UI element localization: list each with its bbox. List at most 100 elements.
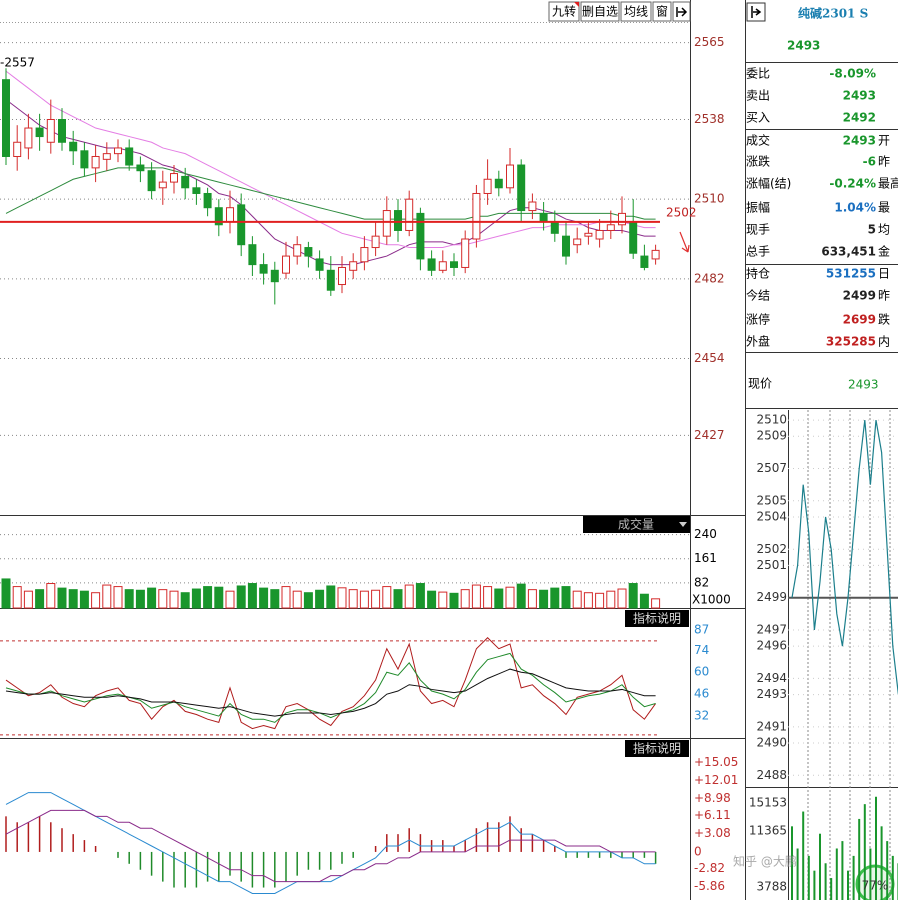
indicator-title[interactable]: 指标说明 bbox=[633, 611, 681, 626]
row-side-label: 开 bbox=[878, 134, 890, 148]
candle-body bbox=[405, 198, 414, 231]
row-value: -0.24% bbox=[829, 177, 876, 191]
candle-body bbox=[102, 153, 111, 160]
volume-bar bbox=[617, 588, 627, 609]
candle-body bbox=[170, 173, 178, 183]
volume-bar bbox=[225, 590, 235, 609]
volume-bar bbox=[651, 598, 661, 609]
y-tick-label: +12.01 bbox=[694, 773, 738, 787]
candle-body bbox=[69, 141, 78, 152]
mini-tick-label: 2507 bbox=[756, 461, 787, 475]
row-value: 1.04% bbox=[834, 201, 876, 215]
candle-body bbox=[2, 79, 10, 157]
candle-body bbox=[595, 229, 604, 240]
candle-body bbox=[114, 147, 122, 155]
toolbar-corner bbox=[574, 2, 579, 7]
y-tick-label: 161 bbox=[694, 551, 717, 565]
toolbar-button[interactable] bbox=[620, 1, 652, 22]
row-label: 卖出 bbox=[746, 89, 770, 103]
series-line bbox=[5, 652, 656, 723]
macd-header[interactable] bbox=[625, 740, 689, 757]
toolbar-arrow bbox=[676, 7, 688, 17]
row-value: 2493 bbox=[843, 89, 876, 103]
row-value: 531255 bbox=[826, 267, 876, 281]
row-label: 成交 bbox=[746, 133, 770, 148]
indicator-header[interactable] bbox=[625, 610, 689, 627]
volume-bar bbox=[79, 590, 89, 609]
volume-bar bbox=[404, 584, 414, 609]
row-label: 总手 bbox=[746, 245, 770, 259]
row-side-label: 金 bbox=[878, 244, 890, 259]
watermark: 知乎 @大鹏 bbox=[733, 855, 797, 869]
candle-body bbox=[416, 212, 425, 260]
zoom-label[interactable]: 77% bbox=[862, 879, 889, 893]
y-tick-label: 0 bbox=[694, 844, 702, 858]
mini-tick-label: 2496 bbox=[756, 639, 787, 653]
mini-tick-bg bbox=[755, 768, 787, 783]
macd-title[interactable]: 指标说明 bbox=[633, 741, 681, 756]
volume-bar bbox=[214, 586, 224, 609]
mini-tick-bg bbox=[755, 590, 787, 605]
row-label: 持仓 bbox=[746, 266, 770, 281]
mini-volume-bar bbox=[796, 848, 799, 900]
row-side-label: 日 bbox=[878, 267, 890, 281]
volume-bar bbox=[438, 591, 448, 609]
volume-bar bbox=[595, 592, 605, 609]
mini-tick-bg bbox=[755, 509, 787, 524]
candle-body bbox=[214, 207, 223, 226]
mini-tick-label: 2505 bbox=[756, 493, 787, 507]
row-value: 2493 bbox=[843, 134, 876, 148]
mini-tick-bg bbox=[755, 622, 787, 637]
row-label: 现手 bbox=[746, 223, 770, 237]
candle-body bbox=[517, 164, 526, 212]
volume-bar bbox=[68, 589, 78, 609]
row-value: -6 bbox=[863, 155, 876, 169]
row-label: 今结 bbox=[746, 288, 770, 303]
y-tick-label: 32 bbox=[694, 709, 709, 723]
candle-body bbox=[382, 210, 391, 237]
y-tick-label: +15.05 bbox=[694, 755, 738, 769]
row-value: 2492 bbox=[843, 111, 876, 125]
toolbar-label: 删自选 bbox=[582, 5, 618, 19]
y-tick-label: 60 bbox=[694, 665, 709, 679]
candle-body bbox=[629, 221, 638, 254]
series-line bbox=[791, 419, 898, 695]
candle-body bbox=[349, 261, 358, 271]
volume-bar bbox=[393, 589, 403, 609]
toolbar-button[interactable] bbox=[652, 1, 672, 22]
mini-tick-label: 2494 bbox=[756, 671, 787, 685]
toolbar-button[interactable] bbox=[548, 1, 580, 22]
dropdown-icon[interactable] bbox=[679, 522, 687, 527]
mini-volume-bar bbox=[863, 804, 866, 900]
volume-bar bbox=[415, 583, 425, 609]
reference-label: 2502 bbox=[666, 205, 697, 219]
candle-body bbox=[293, 244, 302, 257]
row-label: 买入 bbox=[746, 111, 770, 125]
mini-volume-bar bbox=[891, 855, 894, 900]
row-value: 325285 bbox=[826, 335, 876, 349]
candle-body bbox=[326, 269, 335, 291]
candle-body bbox=[483, 178, 492, 194]
volume-bar bbox=[91, 592, 101, 609]
candle-body bbox=[58, 119, 66, 143]
series-line bbox=[5, 637, 657, 730]
volume-bar bbox=[135, 589, 145, 609]
y-tick-label: 2538 bbox=[694, 112, 725, 126]
mini-volume-bar bbox=[852, 855, 855, 900]
mini-tick-bg bbox=[755, 429, 787, 444]
volume-header bbox=[583, 516, 690, 533]
volume-bar bbox=[460, 589, 470, 609]
mini-tick-bg bbox=[755, 542, 787, 557]
mini-volume-bar bbox=[791, 826, 793, 900]
toolbar-button[interactable] bbox=[580, 1, 620, 22]
mini-volume-bar bbox=[802, 811, 805, 900]
volume-bar bbox=[427, 590, 437, 609]
volume-bar bbox=[371, 589, 381, 609]
candle-body bbox=[304, 247, 313, 257]
candle-body bbox=[371, 235, 380, 249]
volume-bar bbox=[359, 590, 369, 609]
mini-volume-tick: 11365 bbox=[749, 824, 787, 838]
volume-bar bbox=[270, 589, 280, 609]
volume-bar bbox=[1, 578, 11, 609]
mini-volume-bar bbox=[847, 870, 849, 900]
